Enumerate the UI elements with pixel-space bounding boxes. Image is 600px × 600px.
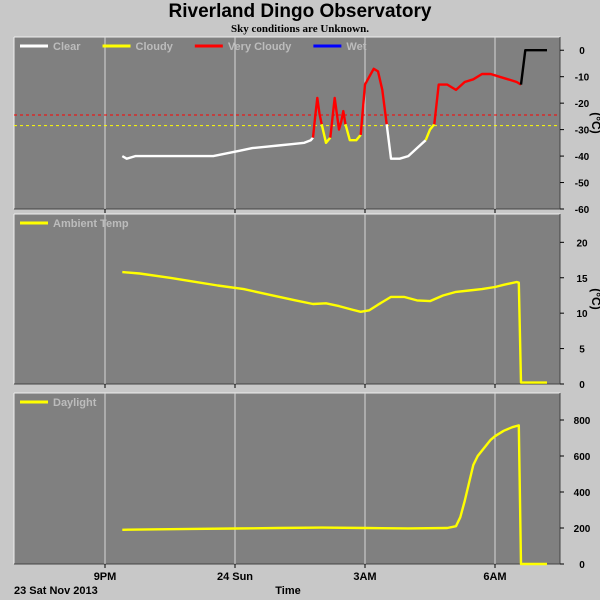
legend-label: Clear [53,41,81,53]
series-line [122,424,547,566]
y-tick-label: -30 [575,126,590,137]
series-line [519,49,547,85]
sky-status: Sky conditions are Unknown. [231,23,369,35]
page-title: Riverland Dingo Observatory [168,1,432,22]
y-axis-label: (°C) [589,112,600,133]
legend-label: Wet [346,41,366,53]
y-tick-label: 600 [574,452,591,463]
plot-background [14,37,560,209]
y-tick-label: 200 [574,524,591,535]
y-tick-label: -10 [575,73,590,84]
chart-panels: 0 -10 -20 -30 -40 -50 -60 (°C) Clear Cloudy Very C… [13,36,600,583]
series-line [122,270,547,384]
y-tick-label: -50 [575,179,590,190]
legend-label: Very Cloudy [228,41,292,53]
x-tick-label: 6AM [483,571,506,583]
y-tick-label: 800 [574,416,591,427]
y-tick-label: -20 [575,99,590,110]
y-tick-label: 10 [576,309,588,320]
series-line [344,123,362,142]
series-line [359,67,388,136]
series-line [311,96,323,138]
series-line [433,72,522,125]
x-tick-label: 9PM [94,571,117,583]
y-tick-label: 0 [579,560,585,571]
legend-label: Ambient Temp [53,218,129,230]
x-tick-label: 24 Sun [217,571,253,583]
series-line [121,136,314,160]
y-tick-label: -60 [575,205,590,216]
x-axis-date: 23 Sat Nov 2013 [14,585,98,597]
x-tick-label: 3AM [353,571,376,583]
plot-background [14,393,560,564]
y-tick-label: 0 [579,380,585,391]
y-tick-label: -40 [575,152,590,163]
series-line [385,124,427,160]
y-tick-label: 20 [576,238,588,249]
y-tick-label: 15 [576,274,588,285]
y-tick-label: 5 [579,345,585,356]
legend-label: Cloudy [136,41,174,53]
panel-ambient-temperature: 0 5 10 15 20 (°C) Ambient Temp [13,213,600,391]
series-line [329,96,347,138]
y-tick-label: 400 [574,488,591,499]
x-axis-label: Time [275,585,300,597]
panel-daylight: 0 200 400 600 800 Daylight [13,392,591,571]
y-axis-label: (°C) [589,288,600,309]
legend-label: Daylight [53,397,97,409]
series-line [320,124,332,145]
series-line [424,123,436,141]
y-tick-label: 0 [579,46,585,57]
panel-sky-temperature: 0 -10 -20 -30 -40 -50 -60 (°C) Clear Cloudy Very C… [13,36,600,216]
